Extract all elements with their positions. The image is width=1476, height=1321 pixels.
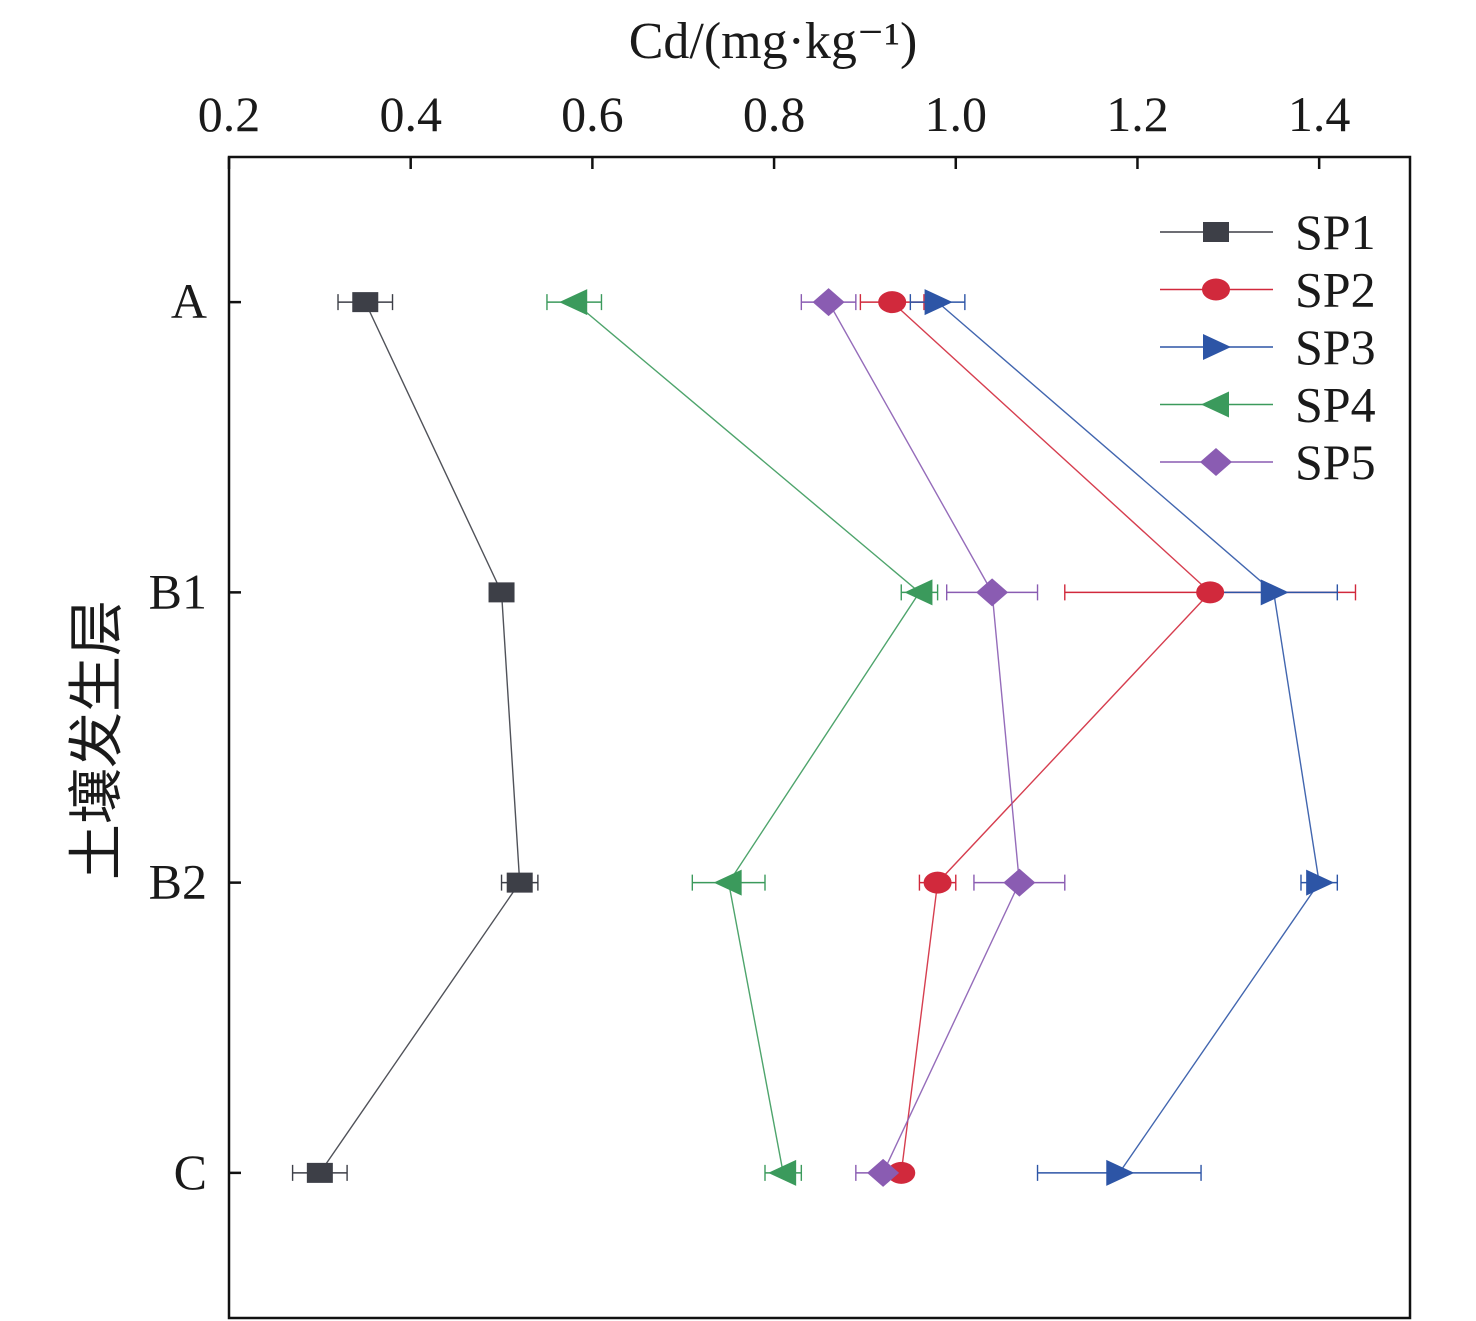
data-point: [352, 292, 379, 313]
data-point: [1106, 1159, 1135, 1186]
y-axis-title: 土壤发生层: [67, 600, 129, 880]
legend-marker: [1203, 334, 1231, 360]
legend-label: SP1: [1295, 204, 1376, 260]
y-tick-label: B1: [149, 563, 207, 619]
x-tick-label: 0.4: [379, 86, 442, 142]
data-point: [488, 582, 515, 603]
data-point: [812, 288, 845, 317]
axis-ticks: 0.2 0.4 0.6 0.8 1.0 1.2 1.4 A B1 B2 C: [149, 86, 1351, 1200]
legend-marker: [1203, 222, 1229, 242]
legend-item: SP5: [1160, 434, 1376, 490]
series-line-sp4: [573, 301, 921, 1174]
data-point: [924, 289, 953, 316]
x-axis-title: Cd/(mg·kg⁻¹): [629, 13, 918, 70]
series-line-sp5: [827, 301, 1021, 1174]
legend-label: SP5: [1295, 434, 1376, 490]
legend-item: SP1: [1160, 204, 1376, 260]
legend-marker: [1200, 448, 1232, 476]
data-point: [867, 1158, 900, 1187]
legend-label: SP2: [1295, 262, 1376, 318]
x-tick-label: 1.4: [1288, 86, 1351, 142]
legend-label: SP4: [1295, 377, 1376, 433]
x-tick-label: 1.2: [1106, 86, 1169, 142]
legend-item: SP3: [1160, 319, 1376, 375]
data-point: [923, 871, 952, 894]
data-point: [904, 579, 933, 606]
legend-label: SP3: [1295, 319, 1376, 375]
x-tick-label: 0.8: [743, 86, 806, 142]
data-point: [713, 869, 742, 896]
data-point: [1260, 579, 1289, 606]
data-point: [976, 578, 1009, 607]
data-point: [1196, 581, 1225, 604]
data-point: [1003, 868, 1036, 897]
plot-frame: [227, 155, 1412, 1320]
data-point: [878, 291, 907, 314]
data-point: [306, 1162, 333, 1183]
data-point: [887, 1161, 916, 1184]
legend-item: SP2: [1160, 262, 1376, 318]
series-line-sp3: [937, 301, 1320, 1174]
data-markers: [306, 288, 1335, 1187]
series-line-sp2: [891, 301, 1212, 1173]
data-point: [768, 1159, 797, 1186]
data-point: [1306, 869, 1335, 896]
data-point: [559, 289, 588, 316]
y-tick-label: B2: [149, 854, 207, 910]
x-tick-label: 1.0: [925, 86, 988, 142]
x-tick-label: 0.2: [198, 86, 261, 142]
series-lines: [319, 301, 1320, 1174]
y-tick-label: C: [174, 1144, 207, 1200]
x-tick-label: 0.6: [561, 86, 624, 142]
series-line-sp1: [319, 301, 521, 1174]
data-point: [506, 872, 533, 893]
legend-marker: [1202, 278, 1230, 301]
y-tick-label: A: [171, 273, 207, 329]
legend-item: SP4: [1160, 377, 1376, 433]
legend-marker: [1201, 391, 1229, 418]
